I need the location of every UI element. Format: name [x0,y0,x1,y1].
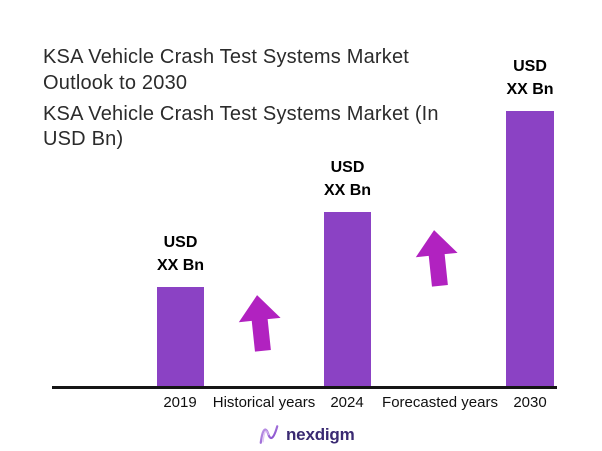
nexdigm-logo-text: nexdigm [286,424,355,444]
x-axis-label-historical-years: Historical years [212,394,316,411]
up-arrow-icon [238,295,281,352]
up-arrow-icon [415,230,458,287]
bar-value-label-2024: USD XX Bn [324,156,371,202]
chart-title-line-1: KSA Vehicle Crash Test Systems Market [43,46,410,68]
growth-arrow-1 [235,292,285,354]
bar-value-label-2024-currency: USD [330,159,365,176]
x-axis-label-2024: 2024 [330,394,364,411]
growth-arrow-2 [412,227,462,289]
chart-subtitle-line-2: USD Bn) [43,128,124,150]
bar-value-label-2019: USD XX Bn [157,231,204,277]
bar-2024 [324,212,371,388]
bar-value-label-2019-amount: XX Bn [156,257,205,274]
bar-value-label-2024-amount: XX Bn [323,182,372,199]
nexdigm-n-wave-icon [259,425,279,444]
x-axis-label-forecasted-years: Forecasted years [382,394,498,411]
bar-2030 [506,111,554,388]
bar-value-label-2030-currency: USD [513,58,547,75]
x-axis-label-2030: 2030 [513,394,547,411]
chart-title-line-2: Outlook to 2030 [43,72,188,94]
bar-2019 [157,287,204,388]
x-axis-line [52,386,557,389]
bar-value-label-2030-amount: XX Bn [506,81,554,98]
bar-value-label-2030: USD XX Bn [506,55,553,101]
x-axis-label-2019: 2019 [163,394,197,411]
bar-value-label-2019-currency: USD [163,234,198,251]
nexdigm-logo: nexdigm [258,423,355,446]
chart-subtitle-line-1: KSA Vehicle Crash Test Systems Market (I… [43,103,439,125]
